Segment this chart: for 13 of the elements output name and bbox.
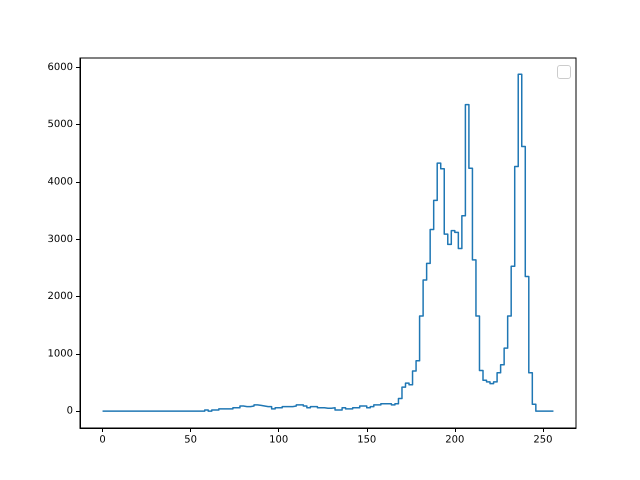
y-tick-label: 1000 — [48, 348, 73, 360]
y-tick-label: 2000 — [48, 291, 73, 302]
x-tick-label: 50 — [184, 434, 197, 446]
x-tick-label: 200 — [445, 434, 464, 446]
y-tick-label: 0 — [66, 406, 73, 417]
x-tick-label: 250 — [533, 434, 552, 446]
x-tick-label: 150 — [357, 434, 376, 446]
y-tick-label: 5000 — [48, 119, 73, 130]
y-tick-label: 3000 — [48, 234, 73, 245]
y-tick-label: 4000 — [48, 176, 73, 188]
x-tick-label: 100 — [269, 434, 288, 446]
x-tick-label: 0 — [99, 434, 106, 446]
y-tick-label: 6000 — [48, 62, 73, 73]
